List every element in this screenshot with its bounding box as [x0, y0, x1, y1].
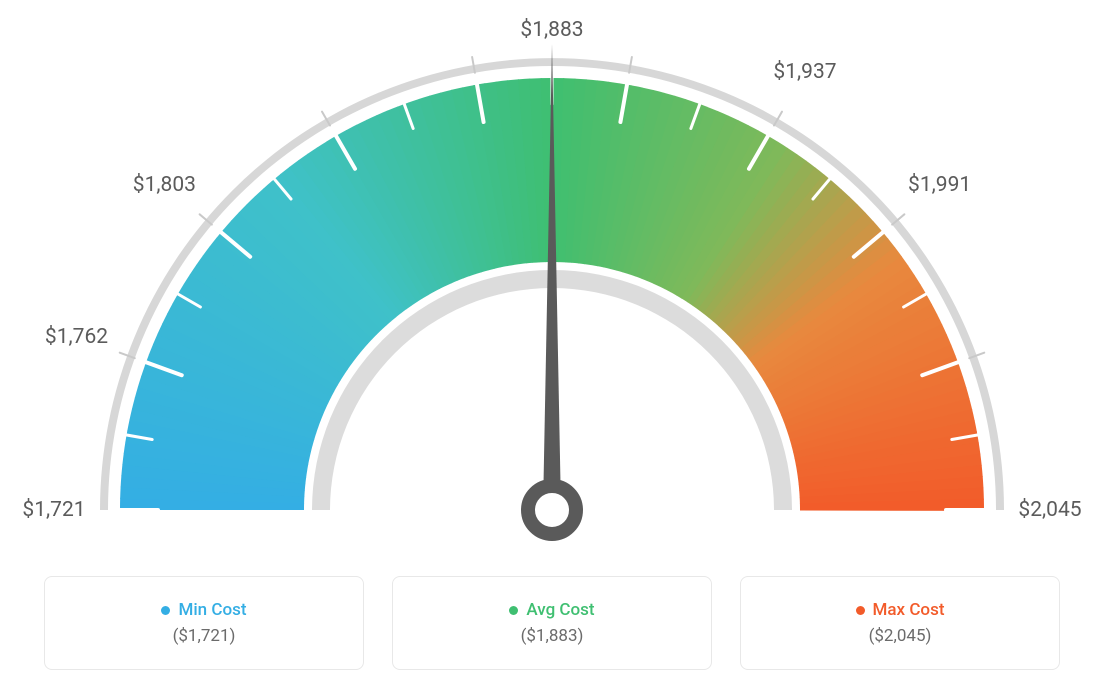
min-cost-title-text: Min Cost: [178, 600, 246, 620]
min-cost-card: Min Cost ($1,721): [44, 576, 364, 670]
dot-icon: [161, 606, 170, 615]
max-cost-card: Max Cost ($2,045): [740, 576, 1060, 670]
avg-cost-value: ($1,883): [521, 626, 584, 646]
gauge-tick-label: $1,721: [22, 498, 85, 522]
avg-cost-title-text: Avg Cost: [526, 600, 594, 620]
min-cost-title: Min Cost: [161, 600, 246, 620]
gauge-tick-label: $1,937: [773, 60, 836, 84]
cost-gauge-widget: $1,721 $1,762 $1,803 $1,883 $1,937 $1,991 $2,0…: [0, 0, 1104, 690]
gauge-tick-label: $1,991: [908, 173, 971, 197]
dot-icon: [509, 606, 518, 615]
max-cost-title: Max Cost: [856, 600, 945, 620]
min-cost-value: ($1,721): [173, 626, 236, 646]
dot-icon: [856, 606, 865, 615]
gauge-tick-label: $1,803: [133, 173, 196, 197]
max-cost-title-text: Max Cost: [873, 600, 945, 620]
gauge-tick-label: $2,045: [1018, 498, 1081, 522]
avg-cost-card: Avg Cost ($1,883): [392, 576, 712, 670]
gauge-tick-label: $1,762: [45, 325, 108, 349]
max-cost-value: ($2,045): [869, 626, 932, 646]
gauge-chart: $1,721 $1,762 $1,803 $1,883 $1,937 $1,991 $2,0…: [0, 0, 1104, 560]
gauge-svg: [0, 0, 1104, 560]
avg-cost-title: Avg Cost: [509, 600, 594, 620]
gauge-tick-label: $1,883: [520, 18, 583, 42]
summary-cards: Min Cost ($1,721) Avg Cost ($1,883) Max …: [0, 576, 1104, 670]
